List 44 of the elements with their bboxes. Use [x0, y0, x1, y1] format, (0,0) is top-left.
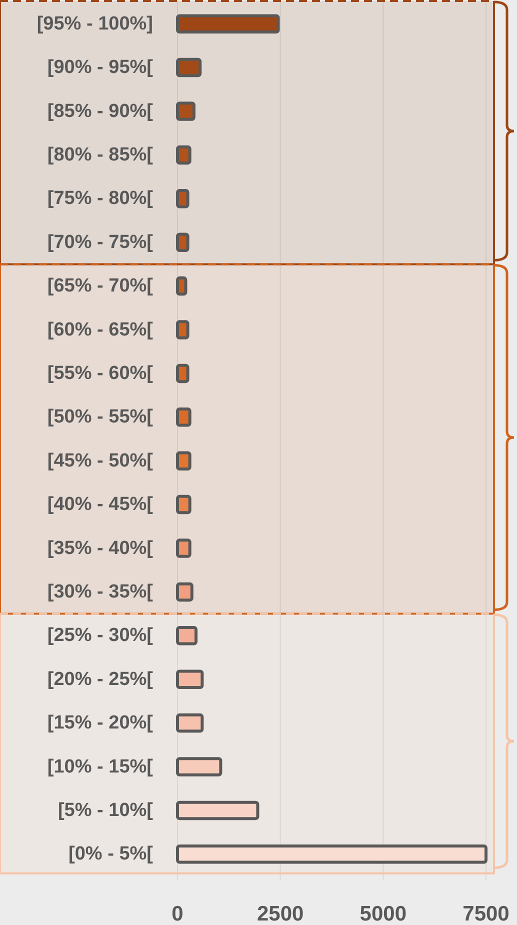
y-tick-label: [50% - 55%[	[47, 406, 154, 428]
bar	[176, 102, 196, 121]
y-tick-label: [20% - 25%[	[47, 668, 154, 690]
y-tick-label: [30% - 35%[	[47, 581, 154, 602]
x-tick-label: 0	[172, 902, 184, 925]
y-tick-label: [5% - 10%[	[58, 800, 154, 821]
bar	[176, 364, 190, 384]
y-tick-label: [75% - 80%[	[47, 188, 154, 210]
y-tick-label: [45% - 50%[	[47, 450, 154, 472]
y-tick-label: [70% - 75%[	[47, 232, 154, 253]
bar	[176, 626, 198, 646]
bar	[176, 408, 192, 427]
bar	[176, 582, 194, 602]
x-tick-label: 5000	[360, 902, 407, 925]
bar	[176, 451, 192, 470]
bar	[176, 232, 190, 252]
bar	[176, 538, 192, 558]
bar	[176, 844, 488, 864]
y-tick-label: [10% - 15%[	[47, 756, 154, 778]
bar	[176, 58, 202, 78]
bar	[176, 320, 190, 340]
bar	[176, 189, 190, 208]
bar	[176, 670, 204, 689]
x-tick-label: 2500	[256, 902, 304, 925]
bar	[176, 757, 222, 776]
y-tick-label: [55% - 60%[	[47, 362, 154, 384]
bar	[176, 276, 188, 296]
y-tick-label: [25% - 30%[	[47, 625, 154, 646]
y-tick-label: [80% - 85%[	[47, 144, 154, 166]
bar	[176, 145, 192, 165]
bar	[176, 713, 204, 733]
bar	[176, 494, 192, 514]
x-tick-label: 7500	[462, 902, 510, 925]
y-tick-label: [85% - 90%[	[47, 100, 154, 122]
y-tick-label: [40% - 45%[	[47, 494, 154, 516]
y-tick-label: [65% - 70%[	[47, 276, 154, 297]
y-tick-label: [35% - 40%[	[47, 538, 154, 559]
y-tick-label: [60% - 65%[	[47, 319, 154, 340]
y-tick-label: [95% - 100%]	[36, 13, 153, 34]
y-tick-label: [15% - 20%[	[47, 712, 154, 734]
bar	[176, 14, 280, 34]
y-tick-label: [90% - 95%[	[47, 57, 154, 78]
y-tick-label: [0% - 5%[	[68, 844, 154, 865]
bar	[176, 800, 260, 820]
